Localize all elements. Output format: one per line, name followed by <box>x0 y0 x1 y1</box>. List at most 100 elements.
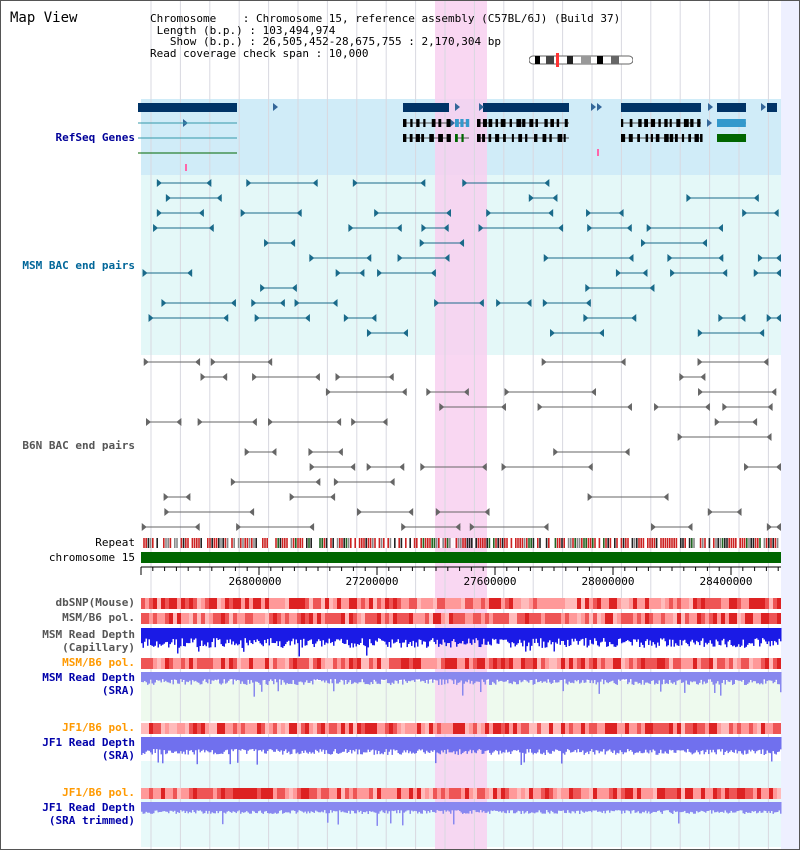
jf1-sra-depth-bar <box>751 737 753 750</box>
msm-sra-depth-bar <box>703 672 705 682</box>
jf1-pol2-cell <box>281 788 285 799</box>
refseq-label[interactable]: RefSeq Genes <box>55 131 135 144</box>
jf1-b6-pol-label-2[interactable]: JF1/B6 pol. <box>62 786 135 799</box>
repeat-label[interactable]: Repeat <box>95 536 135 549</box>
msm-capillary-depth-bar <box>693 628 695 643</box>
jf1-depth-trimmed-label-1[interactable]: JF1 Read Depth <box>42 801 135 814</box>
repeat-element <box>702 538 704 548</box>
repeat-element <box>691 538 693 548</box>
jf1-pol2-cell <box>149 788 153 799</box>
msm-capillary-depth-bar <box>723 628 725 639</box>
exon <box>509 119 512 127</box>
msm-pol2-cell <box>541 658 545 669</box>
jf1-trimmed-depth-bar <box>342 802 344 812</box>
jf1-trimmed-depth-bar <box>357 802 359 811</box>
msm-sra-depth-bar <box>601 672 603 680</box>
msm-pol-cell <box>665 613 669 624</box>
jf1-pol-cell <box>533 723 537 734</box>
msm-sra-depth-bar <box>684 672 686 693</box>
jf1-trimmed-depth-bar <box>369 802 371 812</box>
repeat-element <box>339 538 341 548</box>
jf1-sra-depth-bar <box>243 737 245 750</box>
msm-pol2-cell <box>245 658 249 669</box>
msm-sra-depth-bar <box>718 672 720 685</box>
jf1-sra-depth-bar <box>379 737 381 755</box>
jf1-pol2-cell <box>257 788 261 799</box>
jf1-pol-cell <box>621 723 625 734</box>
jf1-sra-depth-bar <box>285 737 287 750</box>
jf1-sra-depth-bar <box>510 737 512 755</box>
jf1-trimmed-depth-bar <box>324 802 326 811</box>
b6n-bac-pair-end <box>356 508 362 516</box>
msm-capillary-depth-bar <box>447 628 449 644</box>
msm-capillary-depth-bar <box>757 628 759 640</box>
dbsnp-cell <box>657 598 661 609</box>
repeat-element <box>660 538 662 548</box>
dbsnp-cell <box>201 598 205 609</box>
msm-b6-pol-label-2[interactable]: MSM/B6 pol. <box>62 656 135 669</box>
dbsnp-cell <box>313 598 317 609</box>
jf1-pol-cell <box>625 723 629 734</box>
msm-capillary-depth-bar <box>397 628 399 640</box>
msm-sra-depth-bar <box>417 672 419 680</box>
dbsnp-label[interactable]: dbSNP(Mouse) <box>55 596 135 609</box>
msm-capillary-depth-bar <box>327 628 329 644</box>
msm-sra-depth-bar <box>567 672 569 685</box>
msm-sra-depth-bar <box>778 672 780 685</box>
msm-capillary-depth-bar <box>180 628 182 647</box>
dbsnp-cell <box>633 598 637 609</box>
repeat-element <box>627 538 629 548</box>
dbsnp-cell <box>541 598 545 609</box>
msm-depth-sra-label-1[interactable]: MSM Read Depth <box>42 671 135 684</box>
b6n-bac-pair-end <box>145 418 151 426</box>
msm-bac-pair-end <box>548 209 554 217</box>
exon <box>516 119 522 127</box>
dbsnp-cell <box>161 598 165 609</box>
msm-capillary-depth-bar <box>630 628 632 642</box>
jf1-sra-depth-bar <box>162 737 164 764</box>
jf1-sra-depth-bar <box>207 737 209 752</box>
b6n-bac-label[interactable]: B6N BAC end pairs <box>22 439 135 452</box>
jf1-sra-depth-bar <box>574 737 576 751</box>
b6n-bac-pair-end <box>289 493 295 501</box>
jf1-trimmed-depth-bar <box>460 802 462 813</box>
repeat-element <box>248 538 251 548</box>
b6n-bac-pair-end <box>230 478 236 486</box>
chromosome-label[interactable]: chromosome 15 <box>48 551 135 564</box>
msm-capillary-depth-bar <box>477 628 479 641</box>
msm-capillary-depth-bar <box>741 628 743 646</box>
msm-bac-label[interactable]: MSM BAC end pairs <box>22 259 135 272</box>
msm-pol-cell <box>713 613 717 624</box>
jf1-trimmed-depth-bar <box>384 802 386 814</box>
repeat-element <box>281 538 284 548</box>
jf1-trimmed-depth-bar <box>325 802 327 814</box>
msm-sra-depth-bar <box>312 672 314 685</box>
chromosome-ideogram[interactable] <box>529 53 633 67</box>
msm-b6-pol-label-1[interactable]: MSM/B6 pol. <box>62 611 135 624</box>
msm-sra-depth-bar <box>310 672 312 681</box>
jf1-trimmed-depth-bar <box>412 802 414 812</box>
msm-sra-depth-bar <box>577 672 579 681</box>
msm-capillary-depth-bar <box>418 628 420 640</box>
exon <box>503 134 506 142</box>
jf1-trimmed-depth-bar <box>423 802 425 811</box>
msm-sra-depth-bar <box>537 672 539 683</box>
repeat-element <box>622 538 625 548</box>
repeat-element <box>391 538 394 548</box>
msm-capillary-depth-bar <box>363 628 365 646</box>
msm-pol-cell <box>689 613 693 624</box>
jf1-b6-pol-label-1[interactable]: JF1/B6 pol. <box>62 721 135 734</box>
repeat-element <box>589 538 592 548</box>
msm-capillary-depth-bar <box>678 628 680 646</box>
jf1-pol2-cell <box>285 788 289 799</box>
jf1-sra-depth-bar <box>684 737 686 752</box>
dbsnp-cell <box>413 598 417 609</box>
jf1-depth-sra-label-1[interactable]: JF1 Read Depth <box>42 736 135 749</box>
jf1-trimmed-depth-bar <box>598 802 600 812</box>
jf1-trimmed-depth-bar <box>397 802 399 811</box>
b6n-bac-pair-end <box>439 403 445 411</box>
msm-depth-capillary-label-1[interactable]: MSM Read Depth <box>42 628 135 641</box>
jf1-sra-depth-bar <box>549 737 551 754</box>
msm-capillary-depth-bar <box>523 628 525 641</box>
